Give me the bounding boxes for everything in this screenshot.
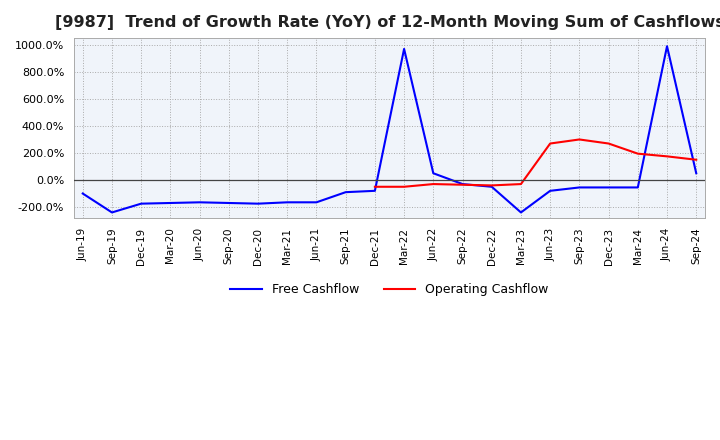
Operating Cashflow xyxy=(662,154,671,159)
Free Cashflow xyxy=(634,185,642,190)
Operating Cashflow xyxy=(546,141,554,146)
Operating Cashflow xyxy=(458,182,467,187)
Free Cashflow xyxy=(371,188,379,194)
Line: Free Cashflow: Free Cashflow xyxy=(83,46,696,213)
Line: Operating Cashflow: Operating Cashflow xyxy=(375,139,696,187)
Free Cashflow xyxy=(487,184,496,189)
Operating Cashflow xyxy=(429,181,438,187)
Operating Cashflow xyxy=(634,151,642,156)
Free Cashflow xyxy=(312,200,321,205)
Free Cashflow xyxy=(253,201,262,206)
Operating Cashflow xyxy=(575,137,584,142)
Operating Cashflow xyxy=(517,181,526,187)
Free Cashflow xyxy=(107,210,116,215)
Free Cashflow xyxy=(341,190,350,195)
Operating Cashflow xyxy=(371,184,379,189)
Operating Cashflow xyxy=(400,184,408,189)
Free Cashflow xyxy=(195,200,204,205)
Free Cashflow xyxy=(400,46,408,51)
Free Cashflow xyxy=(225,200,233,205)
Free Cashflow xyxy=(283,200,292,205)
Free Cashflow xyxy=(137,201,145,206)
Operating Cashflow xyxy=(692,157,701,162)
Free Cashflow xyxy=(692,171,701,176)
Free Cashflow xyxy=(166,200,175,205)
Free Cashflow xyxy=(604,185,613,190)
Free Cashflow xyxy=(458,181,467,187)
Free Cashflow xyxy=(429,171,438,176)
Operating Cashflow xyxy=(604,141,613,146)
Free Cashflow xyxy=(546,188,554,194)
Legend: Free Cashflow, Operating Cashflow: Free Cashflow, Operating Cashflow xyxy=(225,279,554,301)
Free Cashflow xyxy=(575,185,584,190)
Title: [9987]  Trend of Growth Rate (YoY) of 12-Month Moving Sum of Cashflows: [9987] Trend of Growth Rate (YoY) of 12-… xyxy=(55,15,720,30)
Free Cashflow xyxy=(78,191,87,196)
Free Cashflow xyxy=(662,44,671,49)
Free Cashflow xyxy=(517,210,526,215)
Operating Cashflow xyxy=(487,183,496,188)
